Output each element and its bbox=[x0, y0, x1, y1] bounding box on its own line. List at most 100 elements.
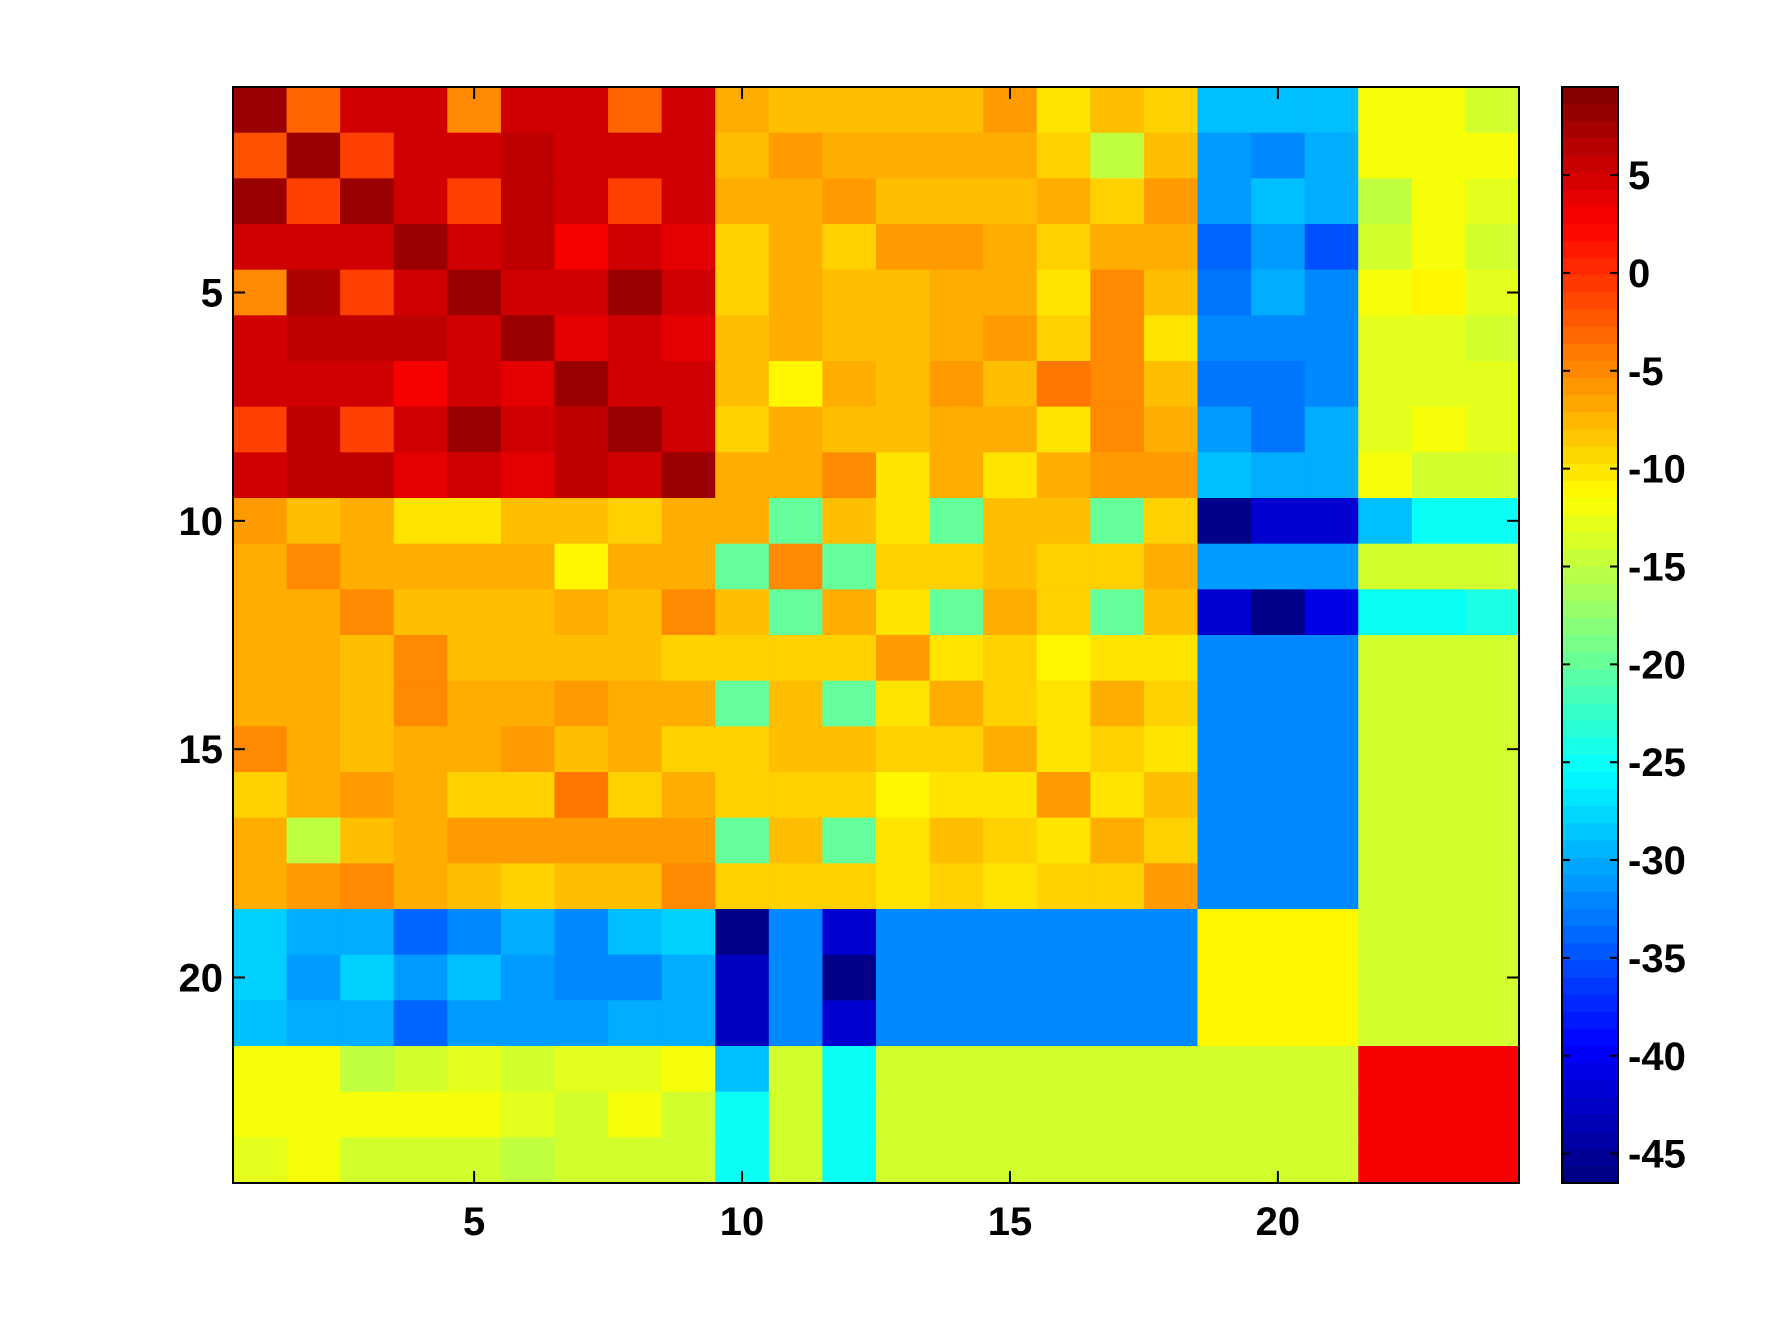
colorbar-segment bbox=[1562, 463, 1618, 482]
heatmap-cell bbox=[715, 726, 770, 773]
heatmap-cell bbox=[1251, 1091, 1306, 1138]
heatmap-cells bbox=[233, 87, 1520, 1184]
heatmap-cell bbox=[1465, 406, 1520, 453]
heatmap-cell bbox=[661, 1000, 716, 1047]
heatmap-cell bbox=[1036, 406, 1091, 453]
heatmap-cell bbox=[554, 589, 609, 636]
heatmap-cell bbox=[715, 863, 770, 910]
colorbar-segment bbox=[1562, 874, 1618, 893]
heatmap-cell bbox=[1090, 863, 1145, 910]
heatmap-cell bbox=[876, 772, 931, 819]
heatmap-cell bbox=[715, 452, 770, 499]
heatmap-cell bbox=[393, 498, 448, 545]
heatmap-cell bbox=[393, 680, 448, 727]
heatmap-cell bbox=[768, 1046, 824, 1093]
heatmap-cell bbox=[715, 589, 770, 636]
heatmap-cell bbox=[340, 452, 395, 499]
heatmap-cell bbox=[554, 452, 609, 499]
heatmap-cell bbox=[876, 1000, 931, 1047]
heatmap-cell bbox=[1465, 680, 1520, 727]
heatmap-cell bbox=[822, 1091, 877, 1138]
heatmap-cell bbox=[447, 224, 502, 271]
colorbar-segment bbox=[1562, 772, 1618, 790]
heatmap-cell bbox=[1304, 87, 1359, 134]
heatmap-cell bbox=[661, 680, 716, 727]
heatmap-cell bbox=[500, 543, 556, 590]
colorbar-ticks: 5 0 -5 -10 -15 -20 -25 -30 -35 -40 -45 bbox=[1562, 154, 1686, 1177]
colorbar-segment bbox=[1562, 686, 1618, 705]
heatmap-cell bbox=[1090, 772, 1145, 819]
colorbar-segment bbox=[1562, 480, 1618, 499]
heatmap-cell bbox=[876, 224, 931, 271]
heatmap-cell bbox=[233, 909, 288, 956]
heatmap-cell bbox=[661, 1137, 716, 1184]
heatmap-cell bbox=[1411, 817, 1467, 864]
heatmap-cell bbox=[608, 589, 663, 636]
heatmap-cell bbox=[608, 132, 663, 179]
heatmap-cell bbox=[1411, 498, 1467, 545]
heatmap-cell bbox=[1304, 1000, 1359, 1047]
heatmap-cell bbox=[286, 1000, 341, 1047]
heatmap-cell bbox=[768, 87, 824, 134]
heatmap-cell bbox=[983, 498, 1038, 545]
colorbar-tick-label: -40 bbox=[1628, 1035, 1686, 1079]
heatmap-cell bbox=[500, 406, 556, 453]
heatmap-cell bbox=[1251, 726, 1306, 773]
heatmap-cell bbox=[1304, 1137, 1359, 1184]
heatmap-cell bbox=[286, 132, 341, 179]
colorbar-segment bbox=[1562, 361, 1618, 379]
heatmap-cell bbox=[286, 406, 341, 453]
heatmap-cell bbox=[1465, 178, 1520, 225]
heatmap-cell bbox=[1197, 863, 1252, 910]
colorbar-segment bbox=[1562, 395, 1618, 413]
heatmap-cell bbox=[1090, 680, 1145, 727]
heatmap-cell bbox=[1465, 543, 1520, 590]
heatmap-cell bbox=[1465, 1000, 1520, 1047]
heatmap-cell bbox=[233, 1046, 288, 1093]
heatmap-cell bbox=[1411, 406, 1467, 453]
colorbar-segment bbox=[1562, 258, 1618, 276]
heatmap-cell bbox=[500, 361, 556, 408]
heatmap-cell bbox=[286, 498, 341, 545]
colorbar-segment bbox=[1562, 943, 1618, 961]
heatmap-cell bbox=[715, 1000, 770, 1047]
heatmap-cell bbox=[1358, 178, 1413, 225]
heatmap-cell bbox=[1251, 315, 1306, 362]
heatmap-cell bbox=[1251, 589, 1306, 636]
heatmap-cell bbox=[500, 315, 556, 362]
heatmap-cell bbox=[983, 1046, 1038, 1093]
heatmap-cell bbox=[447, 315, 502, 362]
heatmap-cell bbox=[1251, 817, 1306, 864]
heatmap-cell bbox=[876, 543, 931, 590]
heatmap-cell bbox=[768, 954, 824, 1001]
heatmap-cell bbox=[1304, 361, 1359, 408]
colorbar-segment bbox=[1562, 1080, 1618, 1098]
heatmap-cell bbox=[876, 909, 931, 956]
y-axis: 5 10 15 20 bbox=[179, 272, 1519, 1001]
heatmap-cell bbox=[233, 543, 288, 590]
heatmap-axes-frame bbox=[232, 86, 1520, 1184]
colorbar-segment bbox=[1562, 189, 1618, 208]
heatmap-cell bbox=[1090, 452, 1145, 499]
heatmap-cell bbox=[1358, 863, 1413, 910]
heatmap-cell bbox=[1251, 1046, 1306, 1093]
heatmap-cell bbox=[1197, 1137, 1252, 1184]
heatmap-cell bbox=[1411, 1091, 1467, 1138]
colorbar-tick-label: -10 bbox=[1628, 448, 1686, 492]
colorbar-segment bbox=[1562, 635, 1618, 653]
heatmap-cell bbox=[822, 772, 877, 819]
heatmap-cell bbox=[1304, 498, 1359, 545]
heatmap-cell bbox=[500, 1000, 556, 1047]
heatmap-cell bbox=[1090, 954, 1145, 1001]
heatmap-cell bbox=[340, 87, 395, 134]
heatmap-cell bbox=[1411, 909, 1467, 956]
colorbar-segment bbox=[1562, 309, 1618, 328]
heatmap-cell bbox=[340, 498, 395, 545]
heatmap-cell bbox=[1411, 87, 1467, 134]
heatmap-cell bbox=[1143, 315, 1199, 362]
heatmap-cell bbox=[1036, 87, 1091, 134]
heatmap-cell bbox=[447, 635, 502, 682]
heatmap-cell bbox=[929, 87, 984, 134]
heatmap-cell bbox=[608, 680, 663, 727]
colorbar-segment bbox=[1562, 326, 1618, 345]
